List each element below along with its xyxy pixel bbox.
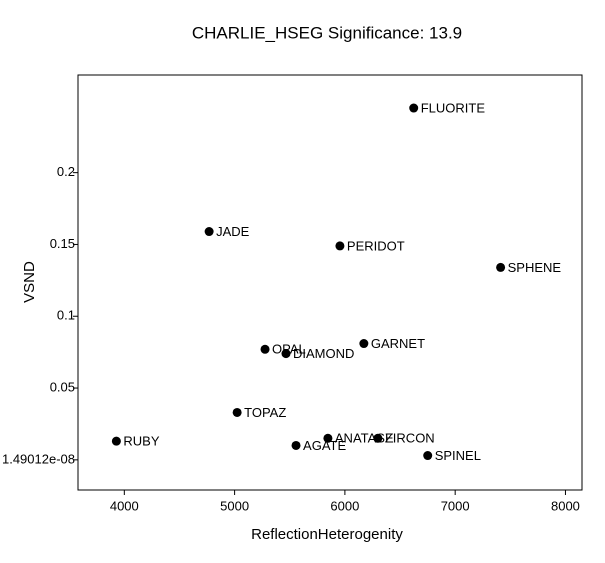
point-label: JADE: [216, 224, 250, 239]
point: [260, 344, 270, 354]
x-tick-label: 7000: [441, 498, 470, 513]
point: [359, 339, 369, 349]
plot-frame: [77, 74, 583, 491]
point: [373, 433, 383, 443]
point: [111, 436, 121, 446]
point-label: PERIDOT: [347, 238, 405, 253]
point-label: AGATE: [303, 438, 346, 453]
y-tick-label: 1.49012e-08: [2, 451, 75, 466]
x-tick-label: 4000: [110, 498, 139, 513]
point-label: RUBY: [123, 434, 159, 449]
y-tick-label: 0.2: [57, 164, 75, 179]
point: [335, 241, 345, 251]
x-tick-label: 8000: [551, 498, 580, 513]
y-tick-label: 0.15: [50, 236, 75, 251]
point-label: GARNET: [371, 336, 425, 351]
point: [423, 451, 433, 461]
point-label: SPHENE: [508, 260, 562, 275]
point: [232, 407, 242, 417]
point-label: OPAL: [272, 342, 306, 357]
x-tick-label: 5000: [220, 498, 249, 513]
point: [204, 227, 214, 237]
point: [409, 103, 419, 113]
chart-title: CHARLIE_HSEG Significance: 13.9: [192, 23, 462, 42]
point-label: FLUORITE: [421, 100, 486, 115]
point-label: SPINEL: [435, 448, 481, 463]
point: [323, 433, 333, 443]
x-axis-label: ReflectionHeterogenity: [251, 526, 403, 543]
point: [281, 349, 291, 359]
point: [496, 262, 506, 272]
x-tick-label: 6000: [330, 498, 359, 513]
point-label: ZIRCON: [385, 431, 435, 446]
y-tick-label: 0.05: [50, 379, 75, 394]
point-label: DIAMOND: [293, 346, 354, 361]
point: [291, 440, 301, 450]
y-axis-label: VSND: [21, 261, 38, 303]
y-tick-label: 0.1: [57, 308, 75, 323]
point-label: TOPAZ: [244, 405, 286, 420]
